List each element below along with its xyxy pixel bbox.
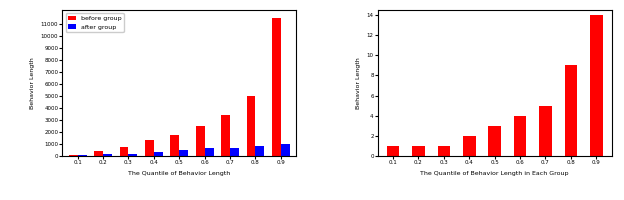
Bar (94, 151, 103, 156)
Bar (69, 155, 77, 156)
Bar (77, 155, 87, 156)
Bar (103, 154, 112, 156)
Bar (221, 115, 230, 156)
Bar (154, 152, 163, 156)
Bar (196, 126, 205, 156)
Bar (145, 140, 154, 156)
Bar (489, 126, 501, 156)
Bar (281, 144, 290, 156)
Bar (205, 148, 213, 156)
Bar (412, 146, 425, 156)
Bar (565, 65, 577, 156)
Bar (272, 18, 281, 156)
Bar (120, 147, 129, 156)
Bar (246, 96, 255, 156)
Bar (230, 148, 239, 156)
Bar (539, 106, 552, 156)
Bar (387, 146, 399, 156)
X-axis label: The Quantile of Behavior Length in Each Group: The Quantile of Behavior Length in Each … (421, 171, 569, 176)
Legend: before group, after group: before group, after group (66, 13, 124, 32)
Bar (437, 146, 451, 156)
Y-axis label: Behavior Length: Behavior Length (30, 57, 35, 109)
Bar (590, 15, 603, 156)
Bar (179, 150, 188, 156)
Bar (255, 146, 265, 156)
X-axis label: The Quantile of Behavior Length: The Quantile of Behavior Length (128, 171, 230, 176)
Y-axis label: Behavior Length: Behavior Length (356, 57, 361, 109)
Bar (170, 135, 179, 156)
Bar (514, 116, 527, 156)
Bar (463, 136, 475, 156)
Bar (129, 154, 137, 156)
